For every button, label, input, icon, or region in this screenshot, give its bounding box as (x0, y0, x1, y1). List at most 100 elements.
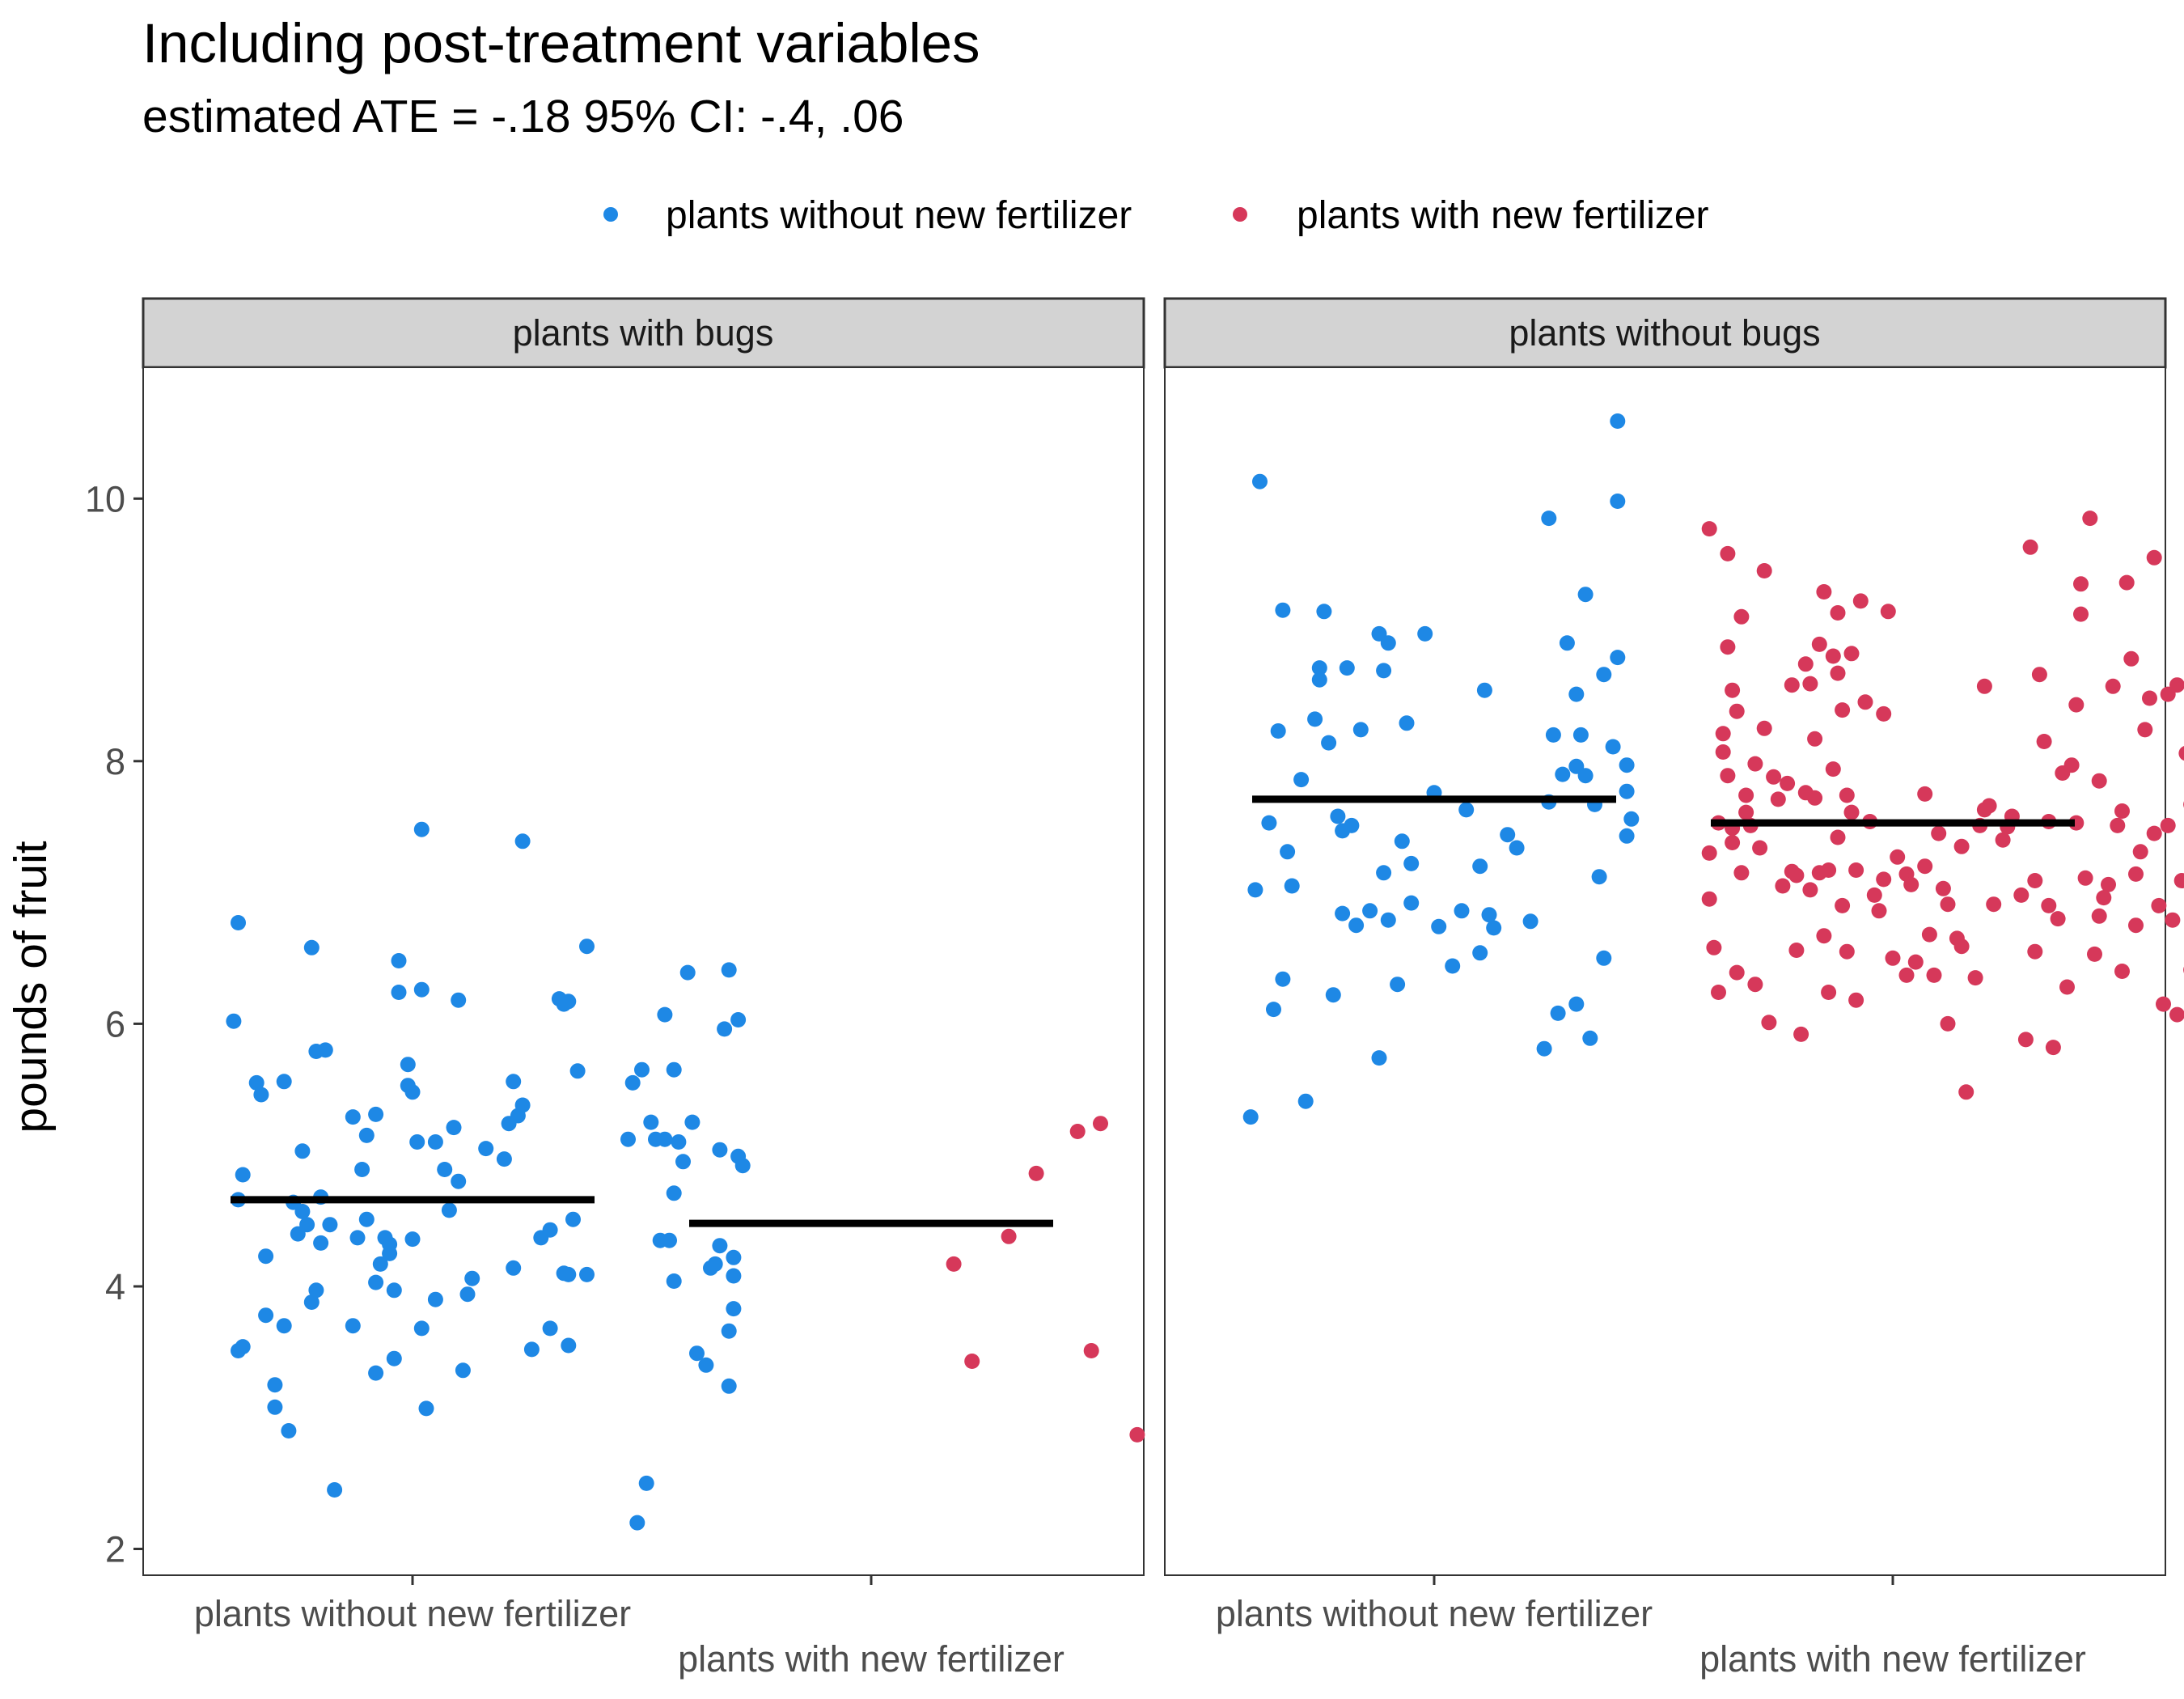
point-without-fertilizer (1352, 722, 1369, 738)
point-without-fertilizer (478, 1141, 494, 1157)
legend-label-without-fertilizer: plants without new fertilizer (666, 194, 1132, 237)
point-with-fertilizer (2063, 757, 2080, 773)
point-without-fertilizer (1536, 1040, 1552, 1057)
point-without-fertilizer (354, 1162, 370, 1177)
point-with-fertilizer (1802, 676, 1818, 692)
point-without-fertilizer (565, 1211, 581, 1227)
point-without-fertilizer (569, 1063, 586, 1079)
point-without-fertilizer (1596, 667, 1612, 683)
point-with-fertilizer (1793, 1026, 1809, 1042)
point-with-fertilizer (1857, 694, 1873, 710)
point-without-fertilizer (276, 1318, 292, 1334)
point-without-fertilizer (303, 1294, 320, 1310)
plot-area-plants-with-bugs (142, 366, 1145, 1576)
point-with-fertilizer (1761, 1015, 1777, 1031)
point-without-fertilizer (317, 1042, 333, 1058)
point-with-fertilizer (1083, 1343, 1099, 1358)
point-with-fertilizer (1784, 677, 1800, 693)
point-without-fertilizer (1591, 869, 1607, 885)
point-with-fertilizer (1780, 775, 1796, 791)
point-with-fertilizer (1720, 639, 1736, 655)
point-without-fertilizer (345, 1318, 361, 1334)
point-without-fertilizer (1311, 660, 1327, 676)
y-tick-label: 4 (105, 1266, 125, 1307)
point-without-fertilizer (427, 1134, 443, 1150)
point-without-fertilizer (712, 1142, 728, 1158)
point-without-fertilizer (1335, 905, 1351, 922)
point-without-fertilizer (258, 1248, 274, 1265)
point-with-fertilizer (2022, 539, 2038, 555)
point-without-fertilizer (459, 1286, 476, 1303)
point-with-fertilizer (1835, 702, 1851, 718)
point-with-fertilizer (2142, 690, 2157, 706)
point-without-fertilizer (1486, 920, 1502, 936)
point-without-fertilizer (1555, 766, 1571, 782)
x-tick-label-with-fertilizer: plants with new fertilizer (1699, 1638, 2086, 1680)
point-with-fertilizer (2173, 873, 2184, 888)
point-without-fertilizer (1568, 686, 1585, 702)
point-with-fertilizer (1775, 878, 1791, 894)
point-with-fertilizer (1756, 563, 1772, 578)
point-without-fertilizer (1572, 727, 1589, 743)
chart-subtitle: estimated ATE = -.18 95% CI: -.4, .06 (142, 91, 904, 142)
point-with-fertilizer (2050, 911, 2066, 927)
point-with-fertilizer (1885, 950, 1901, 966)
point-without-fertilizer (1344, 817, 1360, 833)
point-with-fertilizer (1931, 825, 1947, 841)
point-without-fertilizer (1330, 808, 1346, 824)
legend-label-with-fertilizer: plants with new fertilizer (1297, 194, 1709, 237)
point-without-fertilizer (1458, 802, 1475, 818)
point-without-fertilizer (290, 1226, 306, 1242)
point-without-fertilizer (726, 1249, 742, 1265)
point-with-fertilizer (2013, 887, 2030, 903)
point-without-fertilizer (368, 1274, 384, 1290)
point-with-fertilizer (2160, 817, 2176, 833)
point-without-fertilizer (717, 1021, 733, 1037)
point-without-fertilizer (1522, 913, 1539, 930)
point-with-fertilizer (1720, 545, 1736, 561)
point-without-fertilizer (638, 1475, 654, 1491)
point-without-fertilizer (1311, 672, 1327, 688)
point-without-fertilizer (1577, 587, 1594, 603)
point-without-fertilizer (1550, 1005, 1566, 1021)
point-without-fertilizer (1376, 865, 1392, 881)
point-with-fertilizer (964, 1354, 980, 1369)
point-without-fertilizer (1316, 604, 1332, 620)
point-without-fertilizer (657, 1131, 673, 1147)
point-with-fertilizer (2146, 549, 2162, 566)
point-without-fertilizer (368, 1106, 384, 1122)
point-with-fertilizer (1981, 798, 1997, 814)
point-without-fertilizer (1362, 903, 1378, 919)
point-without-fertilizer (1568, 996, 1585, 1012)
point-without-fertilizer (1619, 783, 1635, 799)
point-without-fertilizer (712, 1238, 728, 1254)
point-without-fertilizer (413, 981, 430, 998)
point-without-fertilizer (684, 1114, 700, 1130)
point-without-fertilizer (267, 1377, 283, 1393)
point-with-fertilizer (1921, 926, 1937, 943)
point-with-fertilizer (1917, 786, 1933, 802)
point-with-fertilizer (1725, 682, 1741, 698)
point-with-fertilizer (1898, 967, 1915, 983)
point-without-fertilizer (253, 1087, 269, 1103)
point-without-fertilizer (258, 1307, 274, 1324)
point-with-fertilizer (1830, 665, 1846, 681)
point-with-fertilizer (1788, 943, 1805, 958)
point-without-fertilizer (358, 1211, 375, 1227)
point-without-fertilizer (368, 1365, 384, 1381)
point-without-fertilizer (666, 1061, 682, 1078)
point-with-fertilizer (1715, 726, 1731, 742)
point-with-fertilizer (1848, 992, 1864, 1008)
point-with-fertilizer (1907, 954, 1924, 970)
point-with-fertilizer (2077, 870, 2093, 886)
point-without-fertilizer (1559, 635, 1575, 651)
point-without-fertilizer (267, 1399, 283, 1415)
point-without-fertilizer (657, 1006, 673, 1023)
point-with-fertilizer (2068, 697, 2085, 713)
point-without-fertilizer (441, 1202, 457, 1218)
point-without-fertilizer (579, 1266, 595, 1282)
plot-area-plants-without-bugs (1164, 366, 2166, 1576)
point-without-fertilizer (730, 1012, 747, 1027)
point-with-fertilizer (1958, 1084, 1974, 1100)
point-with-fertilizer (2068, 815, 2085, 831)
